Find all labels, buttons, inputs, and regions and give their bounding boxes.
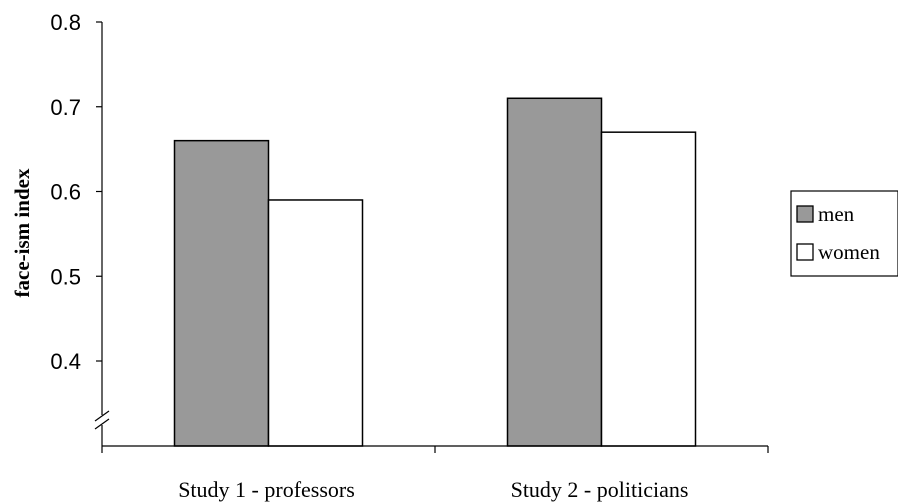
legend-swatch-men: [796, 205, 814, 223]
axis-break-slash: [94, 410, 110, 422]
y-tick-label: 0.7: [50, 95, 81, 120]
bars: [173, 97, 697, 447]
x-axis-ticks: Study 1 - professors Study 2 - politician…: [101, 446, 769, 502]
axis-break-mark: [94, 410, 110, 430]
x-tick-label: Study 2 - politicians: [511, 477, 689, 502]
y-tick-label: 0.6: [50, 180, 81, 205]
y-tick-label: 0.8: [50, 10, 81, 35]
legend-swatch-women: [796, 243, 814, 261]
bar-women-2: [600, 131, 697, 447]
legend-label-men: men: [818, 202, 855, 226]
legend-label-women: women: [818, 240, 880, 264]
y-axis-title: face-ism index: [10, 168, 34, 297]
y-tick-label: 0.4: [50, 349, 81, 374]
y-tick-label: 0.5: [50, 264, 81, 289]
legend-box: [790, 190, 898, 277]
bar-men-1: [173, 139, 270, 447]
bar-women-1: [267, 199, 364, 447]
y-axis-ticks: 0.4 0.5 0.6 0.7 0.8: [50, 10, 102, 374]
bar-men-2: [506, 97, 603, 447]
axis-break-slash: [94, 418, 110, 430]
x-tick-label: Study 1 - professors: [178, 477, 355, 502]
legend: men women: [790, 190, 898, 277]
